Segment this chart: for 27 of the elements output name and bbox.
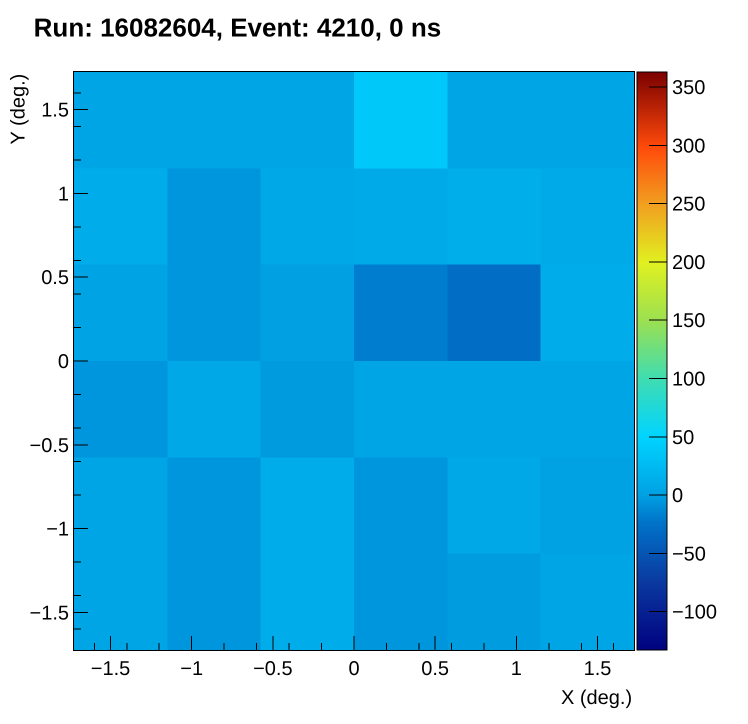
color-bar-label: −50 <box>672 543 706 566</box>
color-bar-label: 250 <box>672 194 706 216</box>
x-tick-label: −0.5 <box>253 658 293 680</box>
color-bar-label: 350 <box>672 77 706 100</box>
y-tick-label: 1 <box>58 183 69 206</box>
y-tick-label: 0 <box>58 351 69 373</box>
y-tick-label: −1.5 <box>30 602 69 624</box>
x-tick-label: −1 <box>180 658 204 680</box>
color-bar-label: 50 <box>672 426 694 449</box>
y-axis-title: Y (deg.) <box>8 74 30 144</box>
y-tick-label: 1.5 <box>41 100 69 122</box>
y-tick-label: −0.5 <box>30 434 69 457</box>
color-bar-label: 300 <box>672 135 706 158</box>
chart-title: Run: 16082604, Event: 4210, 0 ns <box>34 12 442 42</box>
x-tick-label: 1 <box>510 658 522 680</box>
color-bar-label: 0 <box>672 485 684 508</box>
x-tick-label: −1.5 <box>90 658 130 680</box>
color-bar-label: 100 <box>672 368 706 390</box>
x-tick-label: 0 <box>348 658 360 680</box>
x-tick-label: 1.5 <box>584 658 612 680</box>
x-tick-label: 0.5 <box>421 658 450 680</box>
color-bar-label: −100 <box>672 602 718 624</box>
color-bar-label: 200 <box>672 252 706 274</box>
y-tick-label: 0.5 <box>41 267 69 290</box>
color-bar-label: 150 <box>672 310 706 332</box>
y-tick-label: −1 <box>46 518 69 541</box>
x-axis-title: X (deg.) <box>561 687 632 709</box>
